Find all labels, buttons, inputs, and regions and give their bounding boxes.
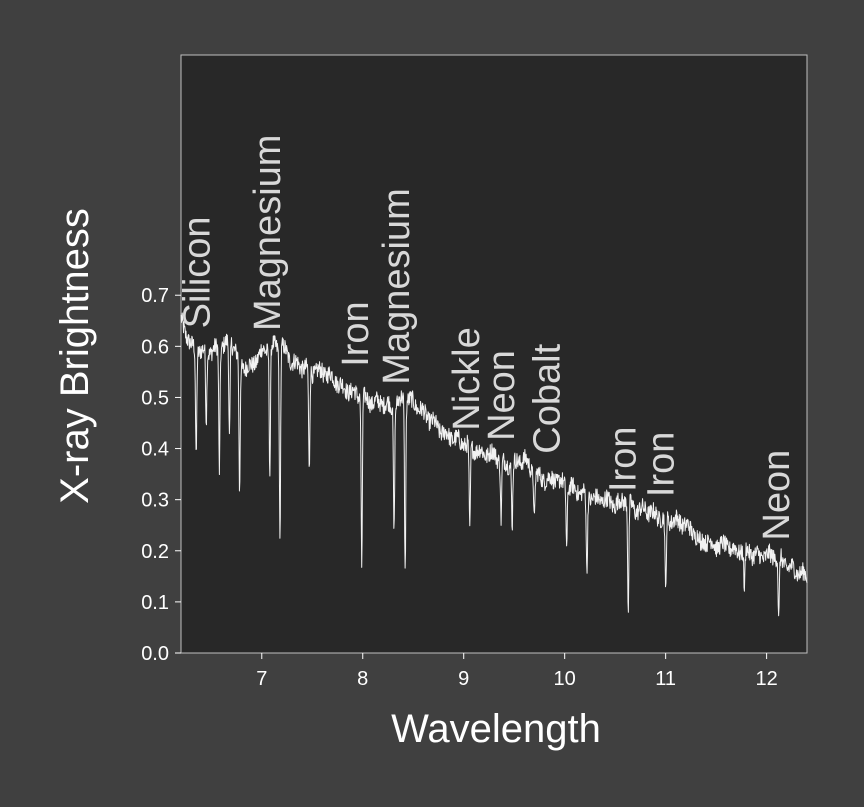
element-label: Nickle [446,327,488,430]
y-tick-label: 0.3 [141,490,169,512]
element-label: Iron [602,427,644,492]
y-tick-label: 0.4 [141,439,169,461]
spectrum-layer [180,312,808,617]
y-tick-label: 0.1 [141,592,169,614]
x-axis-ticks: 7 8 9 10 11 12 [256,653,778,690]
y-tick-label: 0.0 [141,643,169,665]
y-tick-label: 0.6 [141,336,169,358]
element-label: Iron [641,432,683,497]
element-label: Neon [756,450,798,541]
x-tick-label: 10 [554,668,576,690]
spectrum-series-line [180,312,808,617]
element-label: Silicon [176,216,218,328]
x-tick-label: 7 [256,668,267,690]
x-tick-label: 11 [655,668,676,690]
element-label: Magnesium [247,135,289,331]
y-tick-label: 0.7 [141,285,169,307]
x-tick-label: 12 [755,668,777,690]
y-tick-label: 0.5 [141,387,169,409]
y-tick-label: 0.2 [141,541,169,563]
y-axis-ticks: 0.0 0.1 0.2 0.3 0.4 0.5 0.6 0.7 [141,285,181,665]
x-tick-label: 9 [458,668,469,690]
element-label: Neon [481,350,523,441]
x-tick-label: 8 [357,668,368,690]
element-label: Cobalt [527,343,569,453]
element-label: Iron [335,301,377,366]
element-label: Magnesium [376,188,418,384]
x-axis-title: Wavelength [391,707,601,751]
y-axis-title: X-ray Brightness [53,208,97,504]
